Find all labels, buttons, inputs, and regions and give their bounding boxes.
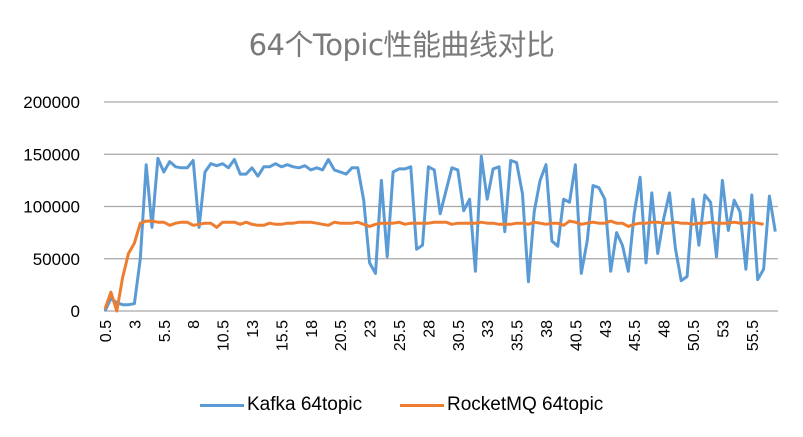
x-tick-label: 45.5 xyxy=(627,320,644,351)
x-tick-label: 50.5 xyxy=(686,320,703,351)
x-tick-label: 55.5 xyxy=(745,320,762,351)
x-tick-label: 10.5 xyxy=(216,320,233,351)
x-tick-label: 20.5 xyxy=(333,320,350,351)
x-tick-label: 53 xyxy=(715,320,732,338)
x-tick-label: 13 xyxy=(245,320,262,338)
x-tick-label: 40.5 xyxy=(568,320,585,351)
x-tick-label: 48 xyxy=(657,320,674,338)
x-tick-label: 23 xyxy=(363,320,380,338)
legend-label: RocketMQ 64topic xyxy=(447,394,604,415)
y-tick-label: 0 xyxy=(71,302,80,321)
y-axis-ticks: 0 50000 100000 150000 200000 xyxy=(23,93,80,321)
x-tick-label: 5.5 xyxy=(157,320,174,342)
y-tick-label: 50000 xyxy=(33,250,80,269)
x-tick-label: 0.5 xyxy=(98,320,115,342)
x-tick-label: 28 xyxy=(421,320,438,338)
kafka-series-line xyxy=(103,154,777,312)
x-tick-label: 18 xyxy=(304,320,321,338)
x-tick-label: 8 xyxy=(186,320,203,329)
legend-item-rocketmq: RocketMQ 64topic xyxy=(400,391,603,419)
x-tick-label: 25.5 xyxy=(392,320,409,351)
y-tick-label: 150000 xyxy=(23,145,80,164)
x-tick-label: 38 xyxy=(539,320,556,338)
legend-label: Kafka 64topic xyxy=(247,394,363,415)
chart-legend: Kafka 64topic RocketMQ 64topic xyxy=(0,391,803,419)
x-tick-label: 3 xyxy=(127,320,144,329)
y-tick-label: 200000 xyxy=(23,93,80,112)
y-tick-label: 100000 xyxy=(23,198,80,217)
x-tick-label: 30.5 xyxy=(451,320,468,351)
legend-item-kafka: Kafka 64topic xyxy=(200,391,362,419)
x-tick-label: 33 xyxy=(480,320,497,338)
x-axis-ticks: 0.5 3 5.5 8 10.5 13 15.5 18 20.5 23 25.5 28 30.5 33 35… xyxy=(98,320,762,351)
legend-line-icon xyxy=(200,403,244,407)
x-tick-label: 43 xyxy=(598,320,615,338)
legend-line-icon xyxy=(400,403,444,407)
x-tick-label: 15.5 xyxy=(274,320,291,351)
chart-title: 64个Topic性能曲线对比 xyxy=(248,28,555,62)
x-tick-label: 35.5 xyxy=(510,320,527,351)
rocketmq-series-line xyxy=(103,219,764,313)
